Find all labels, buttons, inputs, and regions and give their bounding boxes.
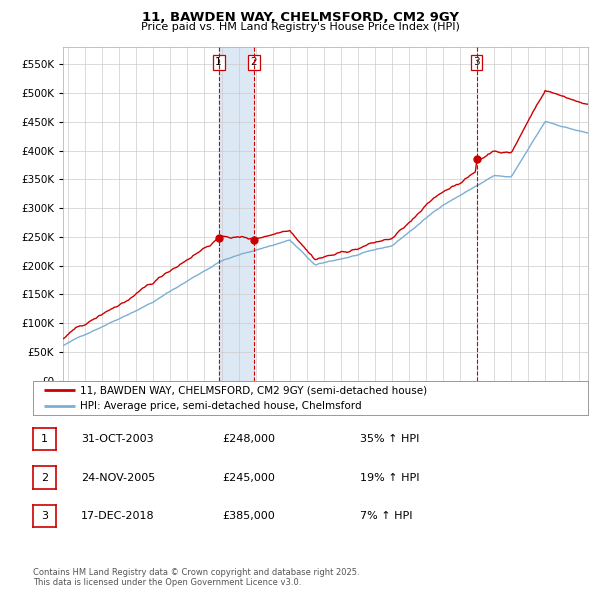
Text: £245,000: £245,000 [222,473,275,483]
Text: 11, BAWDEN WAY, CHELMSFORD, CM2 9GY: 11, BAWDEN WAY, CHELMSFORD, CM2 9GY [142,11,458,24]
Text: HPI: Average price, semi-detached house, Chelmsford: HPI: Average price, semi-detached house,… [80,401,362,411]
Text: 11, BAWDEN WAY, CHELMSFORD, CM2 9GY (semi-detached house): 11, BAWDEN WAY, CHELMSFORD, CM2 9GY (sem… [80,385,427,395]
Text: 2: 2 [251,57,257,67]
Text: Price paid vs. HM Land Registry's House Price Index (HPI): Price paid vs. HM Land Registry's House … [140,22,460,32]
Text: £248,000: £248,000 [222,434,275,444]
Text: 1: 1 [41,434,48,444]
Text: 35% ↑ HPI: 35% ↑ HPI [360,434,419,444]
Text: 3: 3 [473,57,480,67]
Text: 2: 2 [41,473,48,483]
Point [214,233,223,242]
Text: £385,000: £385,000 [222,511,275,521]
Text: 17-DEC-2018: 17-DEC-2018 [81,511,155,521]
Point [472,155,481,164]
Text: 31-OCT-2003: 31-OCT-2003 [81,434,154,444]
Text: 24-NOV-2005: 24-NOV-2005 [81,473,155,483]
Text: 3: 3 [41,511,48,521]
Bar [218,47,254,381]
Text: Contains HM Land Registry data © Crown copyright and database right 2025.
This d: Contains HM Land Registry data © Crown c… [33,568,359,587]
Text: 1: 1 [215,57,222,67]
Text: 19% ↑ HPI: 19% ↑ HPI [360,473,419,483]
Text: 7% ↑ HPI: 7% ↑ HPI [360,511,413,521]
Point [249,235,259,244]
